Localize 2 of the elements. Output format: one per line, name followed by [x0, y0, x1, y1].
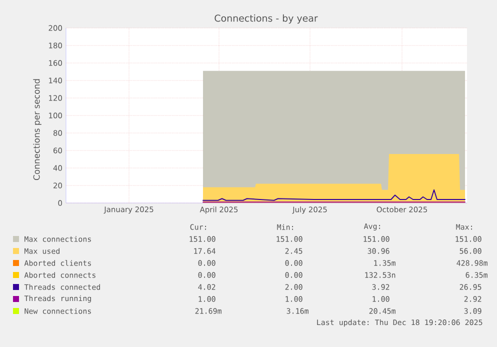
y-axis-title: Connections per second — [33, 79, 42, 180]
chart-title: Connections - by year — [214, 14, 318, 24]
